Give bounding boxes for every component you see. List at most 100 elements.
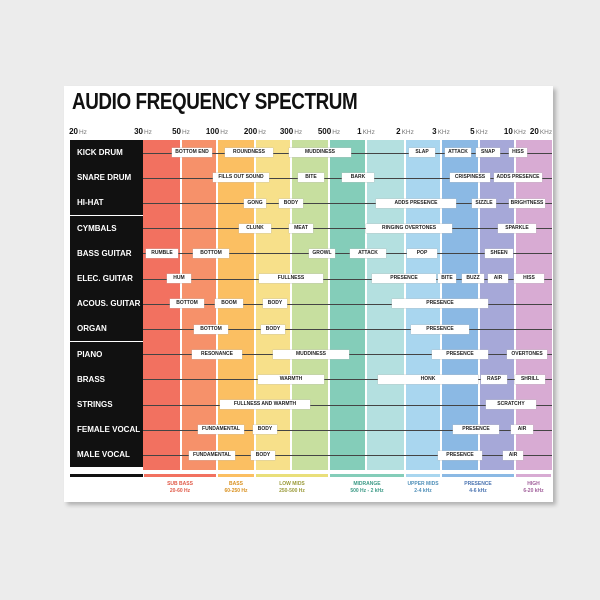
instrument-label: ELEC. GUITAR xyxy=(70,266,143,291)
row-line xyxy=(143,379,552,381)
row-line xyxy=(143,303,552,305)
instrument-label: KICK DRUM xyxy=(70,140,143,165)
characteristic-tag: BOOM xyxy=(215,299,243,309)
characteristic-tag: BARK xyxy=(342,173,374,183)
frequency-unit: KHz xyxy=(362,129,375,136)
frequency-value: 20 xyxy=(69,127,78,136)
frequency-label: 200Hz xyxy=(244,127,266,136)
range-span: 4-6 kHz xyxy=(469,488,487,494)
characteristic-tag: HUM xyxy=(167,274,191,284)
characteristic-tag: RESONANCE xyxy=(192,349,242,359)
range-span: 2-4 kHz xyxy=(414,488,432,494)
frequency-label: 20Hz xyxy=(69,127,87,136)
row-line xyxy=(143,329,552,330)
frequency-value: 20 xyxy=(529,127,539,136)
range-name: PRESENCE xyxy=(464,481,492,487)
title: AUDIO FREQUENCY SPECTRUM xyxy=(72,88,358,114)
characteristic-tag: GROWL xyxy=(309,248,335,258)
range-span: 500 Hz - 2 kHz xyxy=(350,488,384,494)
frequency-label: 500Hz xyxy=(318,127,340,136)
characteristic-tag: BITE xyxy=(298,173,324,183)
frequency-unit: Hz xyxy=(78,129,87,136)
frequency-value: 3 xyxy=(432,127,437,136)
instrument-label: STRINGS xyxy=(70,392,143,417)
frequency-value: 500 xyxy=(317,127,332,136)
characteristic-tag: BOTTOM xyxy=(170,299,204,309)
band-divider xyxy=(365,140,367,470)
frequency-unit: KHz xyxy=(401,129,414,136)
characteristic-tag: HISS xyxy=(514,274,544,284)
instrument-label: CYMBALS xyxy=(70,215,143,241)
characteristic-tag: GONG xyxy=(244,198,266,208)
frequency-unit: KHz xyxy=(539,129,553,136)
row-line xyxy=(143,404,552,406)
characteristic-tag: CRISPINESS xyxy=(450,173,490,183)
characteristic-tag: SPARKLE xyxy=(498,223,536,233)
characteristic-tag: AIR xyxy=(503,450,523,460)
characteristic-tag: POP xyxy=(407,248,437,258)
range-bar xyxy=(406,474,440,477)
frequency-value: 1 xyxy=(357,127,362,136)
frequency-band xyxy=(515,140,552,470)
characteristic-tag: BODY xyxy=(261,324,285,334)
row-line xyxy=(143,228,552,230)
characteristic-tag: SHRILL xyxy=(515,374,545,384)
frequency-unit: Hz xyxy=(220,129,229,136)
characteristic-tag: MEAT xyxy=(289,223,313,233)
instrument-label: ORGAN xyxy=(70,316,143,342)
characteristic-tag: FUNDAMENTAL xyxy=(198,425,244,435)
range-span: 6-20 kHz xyxy=(523,488,544,494)
characteristic-tag: CLUNK xyxy=(239,223,271,233)
characteristic-tag: BOTTOM END xyxy=(172,148,212,158)
range-name: UPPER MIDS xyxy=(407,481,439,487)
label-column-bar xyxy=(70,474,143,477)
characteristic-tag: BITE xyxy=(438,274,456,284)
characteristic-tag: SHEEN xyxy=(485,248,513,258)
characteristic-tag: FULLNESS xyxy=(259,274,323,284)
characteristic-tag: FUNDAMENTAL xyxy=(189,450,235,460)
frequency-label: 300Hz xyxy=(280,127,302,136)
range-bar xyxy=(516,474,551,477)
characteristic-tag: SNAP xyxy=(476,148,500,158)
band-divider xyxy=(514,140,516,470)
frequency-unit: Hz xyxy=(181,129,190,136)
frequency-unit: Hz xyxy=(143,129,152,136)
characteristic-tag: ROUNDNESS xyxy=(225,148,273,158)
characteristic-tag: MUDDINESS xyxy=(289,148,351,158)
range-span: 20-60 Hz xyxy=(169,488,191,494)
characteristic-tag: BODY xyxy=(279,198,303,208)
frequency-band xyxy=(291,140,329,470)
range-name: SUB BASS xyxy=(167,481,193,487)
range-bar xyxy=(442,474,514,477)
frequency-unit: KHz xyxy=(475,129,488,136)
characteristic-tag: RUMBLE xyxy=(146,248,178,258)
frequency-value: 50 xyxy=(172,127,181,136)
instrument-label: PIANO xyxy=(70,341,143,367)
characteristic-tag: RINGING OVERTONES xyxy=(366,223,452,233)
characteristic-tag: FILLS OUT SOUND xyxy=(213,173,269,183)
frequency-label: 20KHz xyxy=(530,127,552,136)
characteristic-tag: AIR xyxy=(488,274,508,284)
range-span: 250-500 Hz xyxy=(279,488,305,494)
frequency-unit: Hz xyxy=(294,129,303,136)
characteristic-tag: BODY xyxy=(251,450,275,460)
characteristic-tag: ATTACK xyxy=(445,148,471,158)
row-line xyxy=(143,429,552,431)
range-name: LOW MIDS xyxy=(279,481,305,487)
characteristic-tag: SIZZLE xyxy=(472,198,496,208)
frequency-unit: Hz xyxy=(258,129,267,136)
frequency-label: 5KHz xyxy=(470,127,488,136)
characteristic-tag: BODY xyxy=(253,425,277,435)
frequency-label: 1KHz xyxy=(357,127,375,136)
range-name: BASS xyxy=(229,481,243,487)
row-line xyxy=(143,455,552,456)
band-divider xyxy=(290,140,292,470)
characteristic-tag: BUZZ xyxy=(462,274,484,284)
instrument-label: FEMALE VOCAL xyxy=(70,417,143,443)
characteristic-tag: SLAP xyxy=(409,148,435,158)
frequency-value: 10 xyxy=(503,127,513,136)
instrument-label: ACOUS. GUITAR xyxy=(70,291,143,317)
characteristic-tag: PRESENCE xyxy=(372,274,436,284)
frequency-label: 50Hz xyxy=(172,127,190,136)
